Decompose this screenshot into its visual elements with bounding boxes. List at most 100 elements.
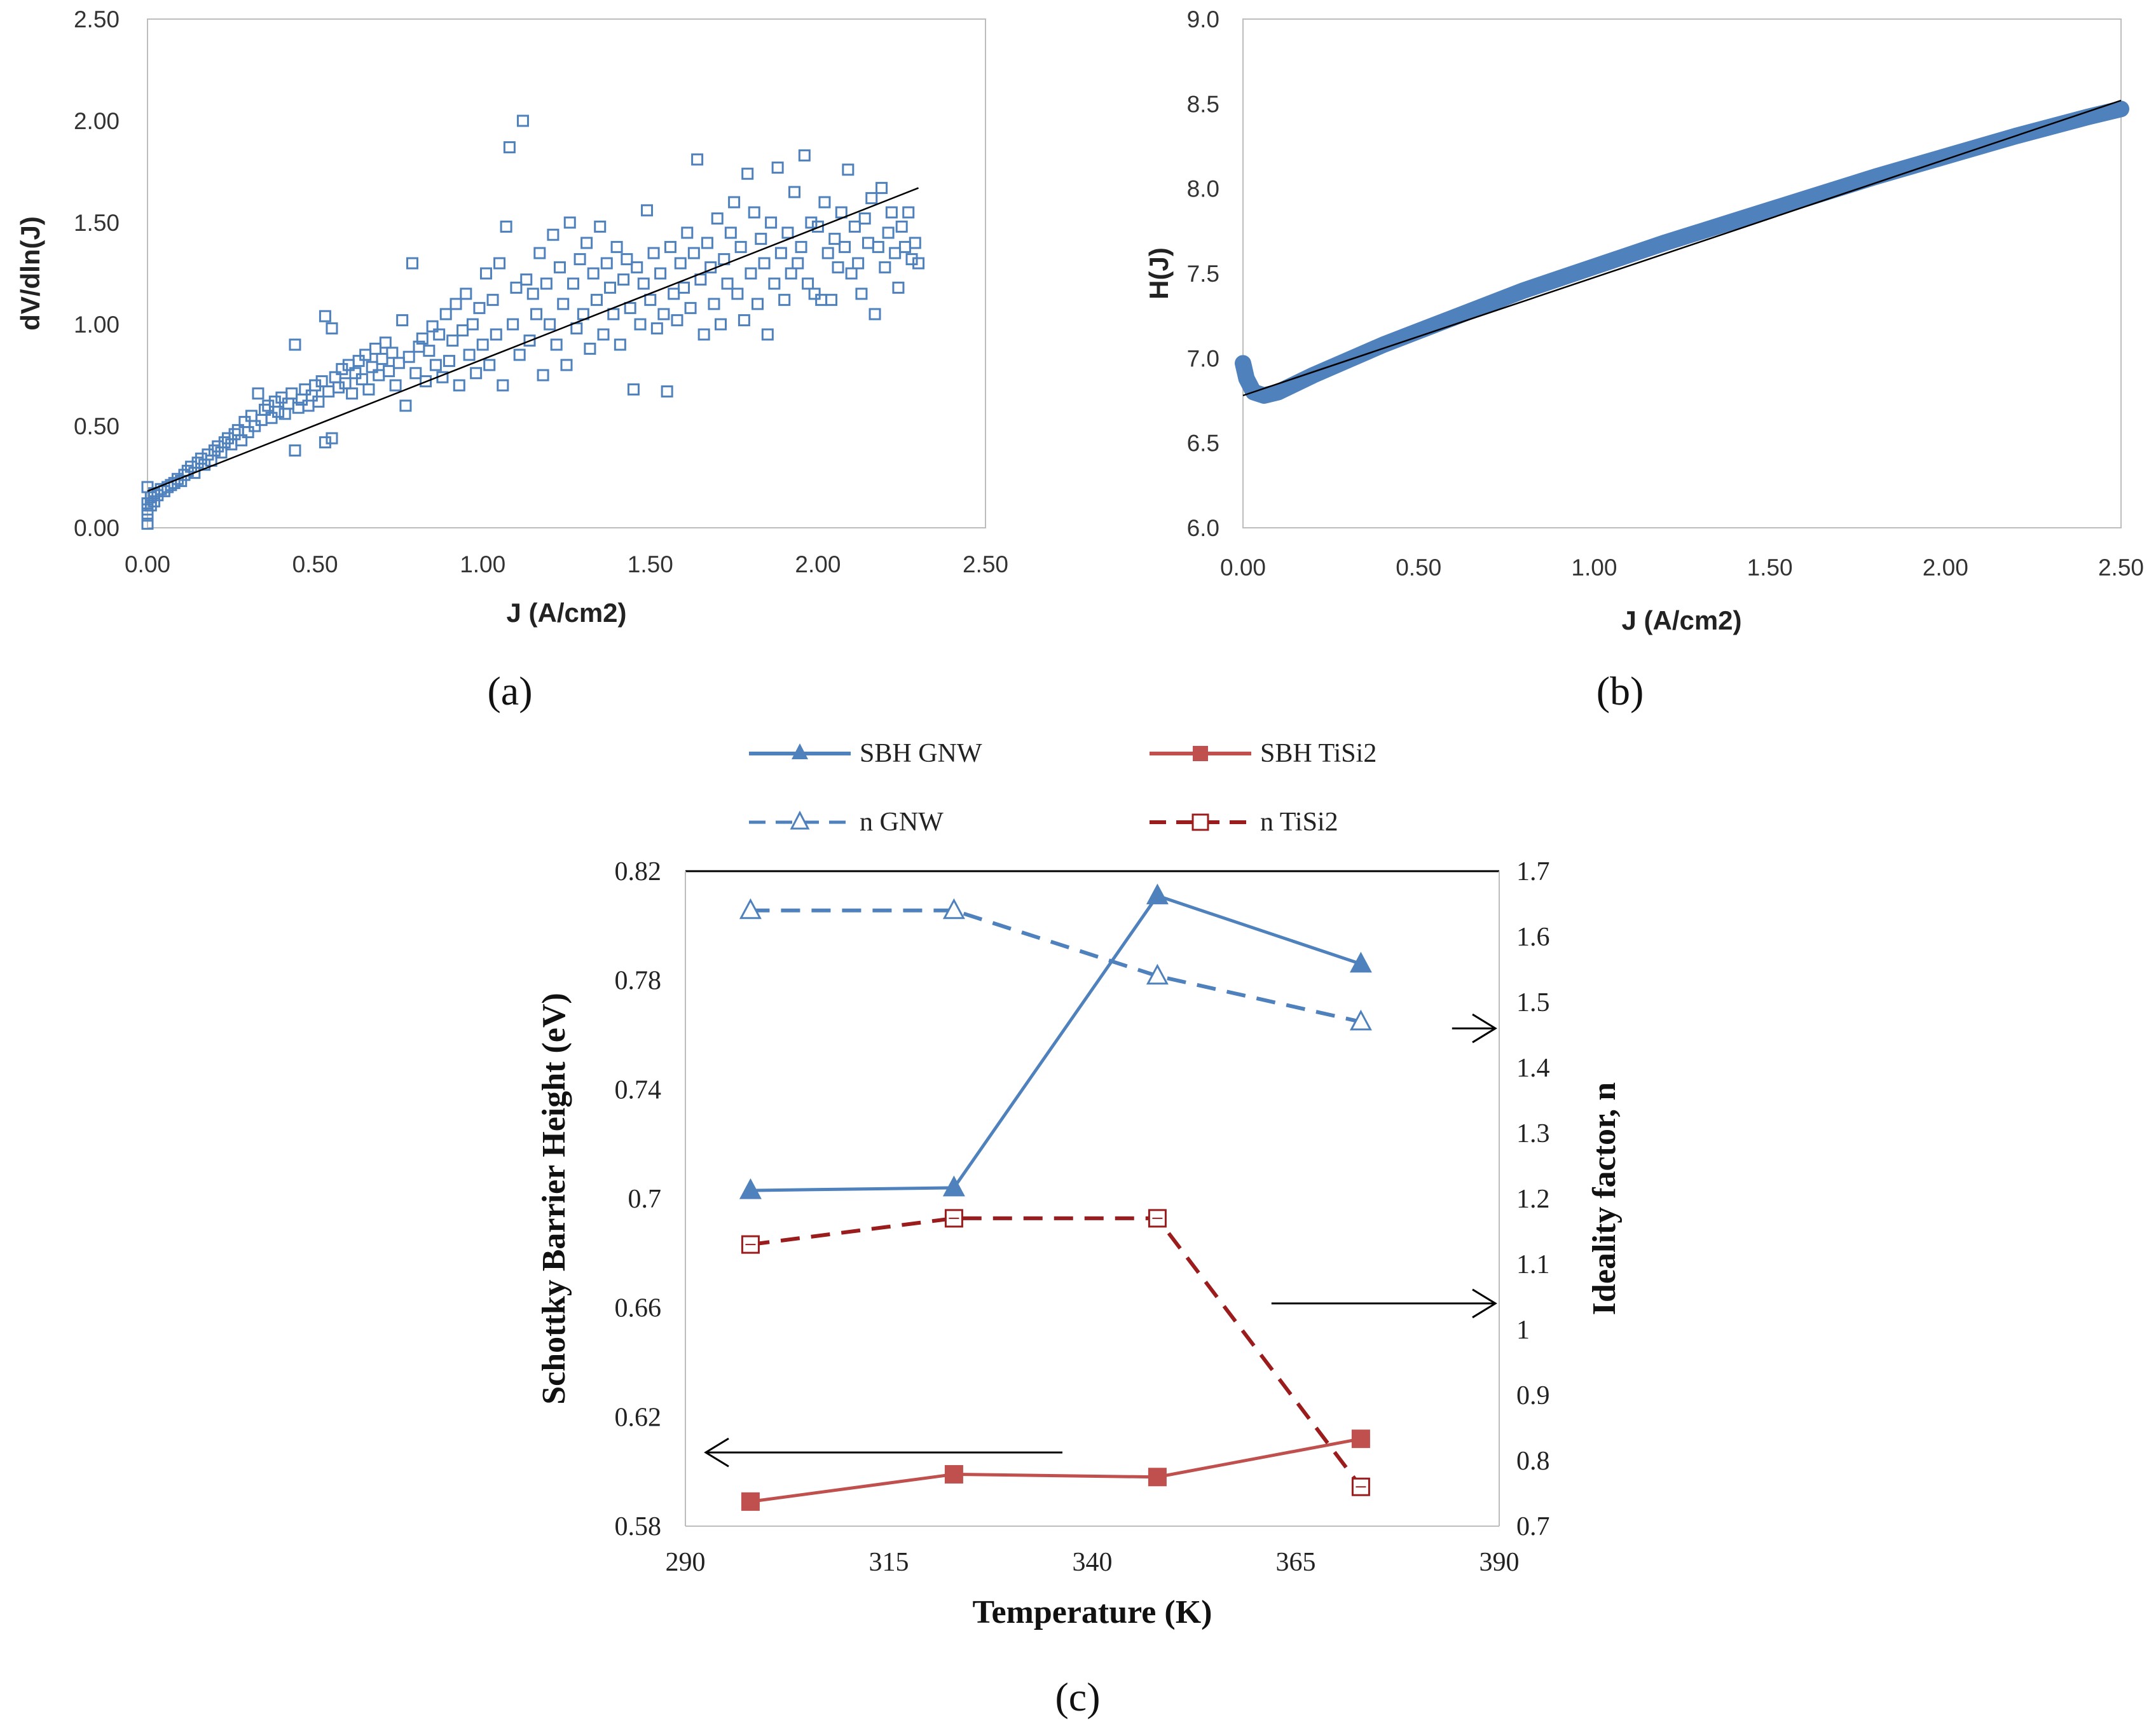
panel-a-x-tick: 0.00 bbox=[125, 551, 170, 577]
panel-a-data-point bbox=[778, 294, 791, 307]
panel-c-marker-n-gnw bbox=[1146, 963, 1169, 985]
panel-a-data-point bbox=[409, 367, 422, 380]
panel-b-fit-line bbox=[1242, 99, 2122, 397]
panel-b-x-tick: 0.50 bbox=[1396, 555, 1441, 581]
panel-c-marker-sbh-tisi2 bbox=[1351, 1429, 1370, 1449]
panel-a-y-tick: 0.50 bbox=[74, 413, 120, 439]
panel-a-data-point bbox=[768, 277, 781, 290]
panel-b-x-tick-labels: 0.00 0.50 1.00 1.50 2.00 2.50 bbox=[1220, 555, 2144, 581]
panel-a-data-point bbox=[621, 253, 633, 266]
panel-a-fit-line bbox=[147, 187, 919, 492]
panel-a-data-point bbox=[734, 240, 747, 253]
panel-a-data-point bbox=[691, 153, 704, 166]
panel-a-y-tick-labels: 0.00 0.50 1.00 1.50 2.00 2.50 bbox=[74, 6, 120, 541]
panel-a-data-point bbox=[634, 318, 647, 331]
panel-a-data-point bbox=[433, 328, 446, 341]
panel-a-data-point bbox=[715, 318, 727, 331]
panel-a-data-point bbox=[758, 257, 771, 270]
panel-a-data-point bbox=[828, 233, 841, 245]
panel-a-data-point bbox=[544, 318, 556, 331]
panel-b: 6.0 6.5 7.0 7.5 8.0 8.5 9.0 0.00 0.50 1.00 1.50 2.… bbox=[1144, 6, 2144, 713]
panel-a-data-point bbox=[503, 141, 516, 154]
panel-a-data-point bbox=[443, 355, 455, 368]
panel-a-data-point bbox=[644, 294, 657, 307]
panel-a-data-point bbox=[741, 167, 754, 180]
panel-a-x-tick: 2.00 bbox=[795, 551, 841, 577]
panel-a-data-point bbox=[339, 377, 352, 390]
panel-b-x-tick: 2.50 bbox=[2098, 555, 2144, 581]
panel-a-data-point bbox=[151, 489, 164, 502]
panel-b-y-tick: 6.5 bbox=[1187, 431, 1219, 457]
legend-item-n-tisi2: n TiSi2 bbox=[1150, 808, 1338, 837]
panel-a-data-point bbox=[687, 247, 700, 259]
panel-c-right-tick: 1.7 bbox=[1516, 857, 1550, 886]
panel-a-data-point bbox=[513, 348, 526, 361]
panel-c-x-tick: 290 bbox=[666, 1548, 706, 1577]
panel-a-data-point bbox=[573, 253, 586, 266]
panel-a-data-point bbox=[650, 322, 663, 334]
panel-a-data-point bbox=[392, 357, 405, 369]
panel-a-data-point bbox=[560, 359, 573, 371]
panel-c-line-sbh-tisi2 bbox=[750, 1437, 1361, 1503]
panel-b-y-tick-labels: 6.0 6.5 7.0 7.5 8.0 8.5 9.0 bbox=[1187, 6, 1219, 541]
panel-a-data-point bbox=[171, 472, 184, 485]
panel-c-right-tick: 1.3 bbox=[1516, 1119, 1550, 1148]
panel-a-data-point bbox=[858, 212, 871, 225]
panel-a-data-point bbox=[912, 257, 925, 270]
panel-a-data-point bbox=[681, 226, 694, 239]
panel-a-data-point bbox=[678, 281, 690, 294]
panel-a-data-point bbox=[416, 332, 429, 345]
panel-a-data-point bbox=[811, 220, 824, 233]
panel-a-y-tick: 2.50 bbox=[74, 6, 120, 32]
panel-a-data-point bbox=[808, 287, 821, 300]
panel-c-marker-n-gnw bbox=[739, 898, 762, 920]
panel-a-data-point bbox=[362, 383, 375, 396]
panel-a-data-point bbox=[349, 367, 362, 380]
legend-marker-sbh-tisi2 bbox=[1193, 746, 1208, 761]
panel-b-x-tick: 0.00 bbox=[1220, 555, 1266, 581]
panel-a-plot-frame bbox=[147, 18, 986, 528]
panel-c-arrow-left-head bbox=[704, 1437, 729, 1468]
panel-a-data-point bbox=[748, 206, 760, 219]
panel-c: SBH GNW SBH TiSi2 n GNW n TiSi2 0.580 bbox=[536, 739, 1623, 1719]
panel-c-left-tick: 0.62 bbox=[615, 1403, 662, 1432]
panel-c-left-tick: 0.78 bbox=[615, 967, 662, 996]
panel-a-data-point bbox=[208, 444, 221, 457]
panel-a-data-point bbox=[460, 287, 472, 300]
panel-a-data-point bbox=[848, 220, 861, 233]
panel-a-data-point bbox=[526, 287, 539, 300]
panel-a-data-point bbox=[399, 399, 412, 412]
panel-c-marker-n-gnw bbox=[1349, 1009, 1372, 1031]
panel-a-data-point bbox=[668, 287, 680, 300]
panel-c-marker-sbh-gnw bbox=[1349, 951, 1372, 973]
panel-a-data-point bbox=[711, 212, 724, 225]
panel-c-right-tick: 1.2 bbox=[1516, 1185, 1550, 1214]
panel-a-data-point bbox=[426, 320, 439, 333]
panel-c-left-tick-labels: 0.58 0.62 0.66 0.7 0.74 0.78 0.82 bbox=[615, 857, 662, 1541]
panel-a-data-point bbox=[825, 294, 837, 307]
panel-a-data-point bbox=[738, 314, 750, 327]
panel-a-data-point bbox=[624, 301, 636, 314]
panel-a-data-point bbox=[450, 298, 462, 310]
panel-a-data-point bbox=[752, 298, 764, 310]
panel-a-data-point bbox=[249, 420, 261, 432]
panel-c-marker-sbh-gnw bbox=[942, 1175, 965, 1197]
panel-a-data-point bbox=[614, 338, 626, 351]
panel-a-data-point bbox=[259, 403, 271, 416]
panel-a-data-point bbox=[423, 345, 436, 357]
panel-a-data-point bbox=[319, 436, 331, 449]
panel-a-data-point bbox=[336, 362, 348, 375]
panel-a-data-point bbox=[235, 434, 248, 446]
panel-a-data-point bbox=[597, 328, 610, 341]
panel-a-data-point bbox=[161, 481, 174, 493]
panel-a-data-point bbox=[832, 261, 844, 273]
legend-item-sbh-tisi2: SBH TiSi2 bbox=[1150, 739, 1377, 768]
panel-a-data-point bbox=[516, 114, 529, 127]
panel-a-data-point bbox=[533, 247, 546, 259]
panel-a-x-tick: 1.50 bbox=[628, 551, 673, 577]
panel-c-x-tick-labels: 290 315 340 365 390 bbox=[666, 1548, 1520, 1577]
panel-a-data-point bbox=[376, 352, 388, 365]
panel-b-label: (b) bbox=[1596, 668, 1644, 713]
panel-a-data-point bbox=[550, 338, 563, 351]
